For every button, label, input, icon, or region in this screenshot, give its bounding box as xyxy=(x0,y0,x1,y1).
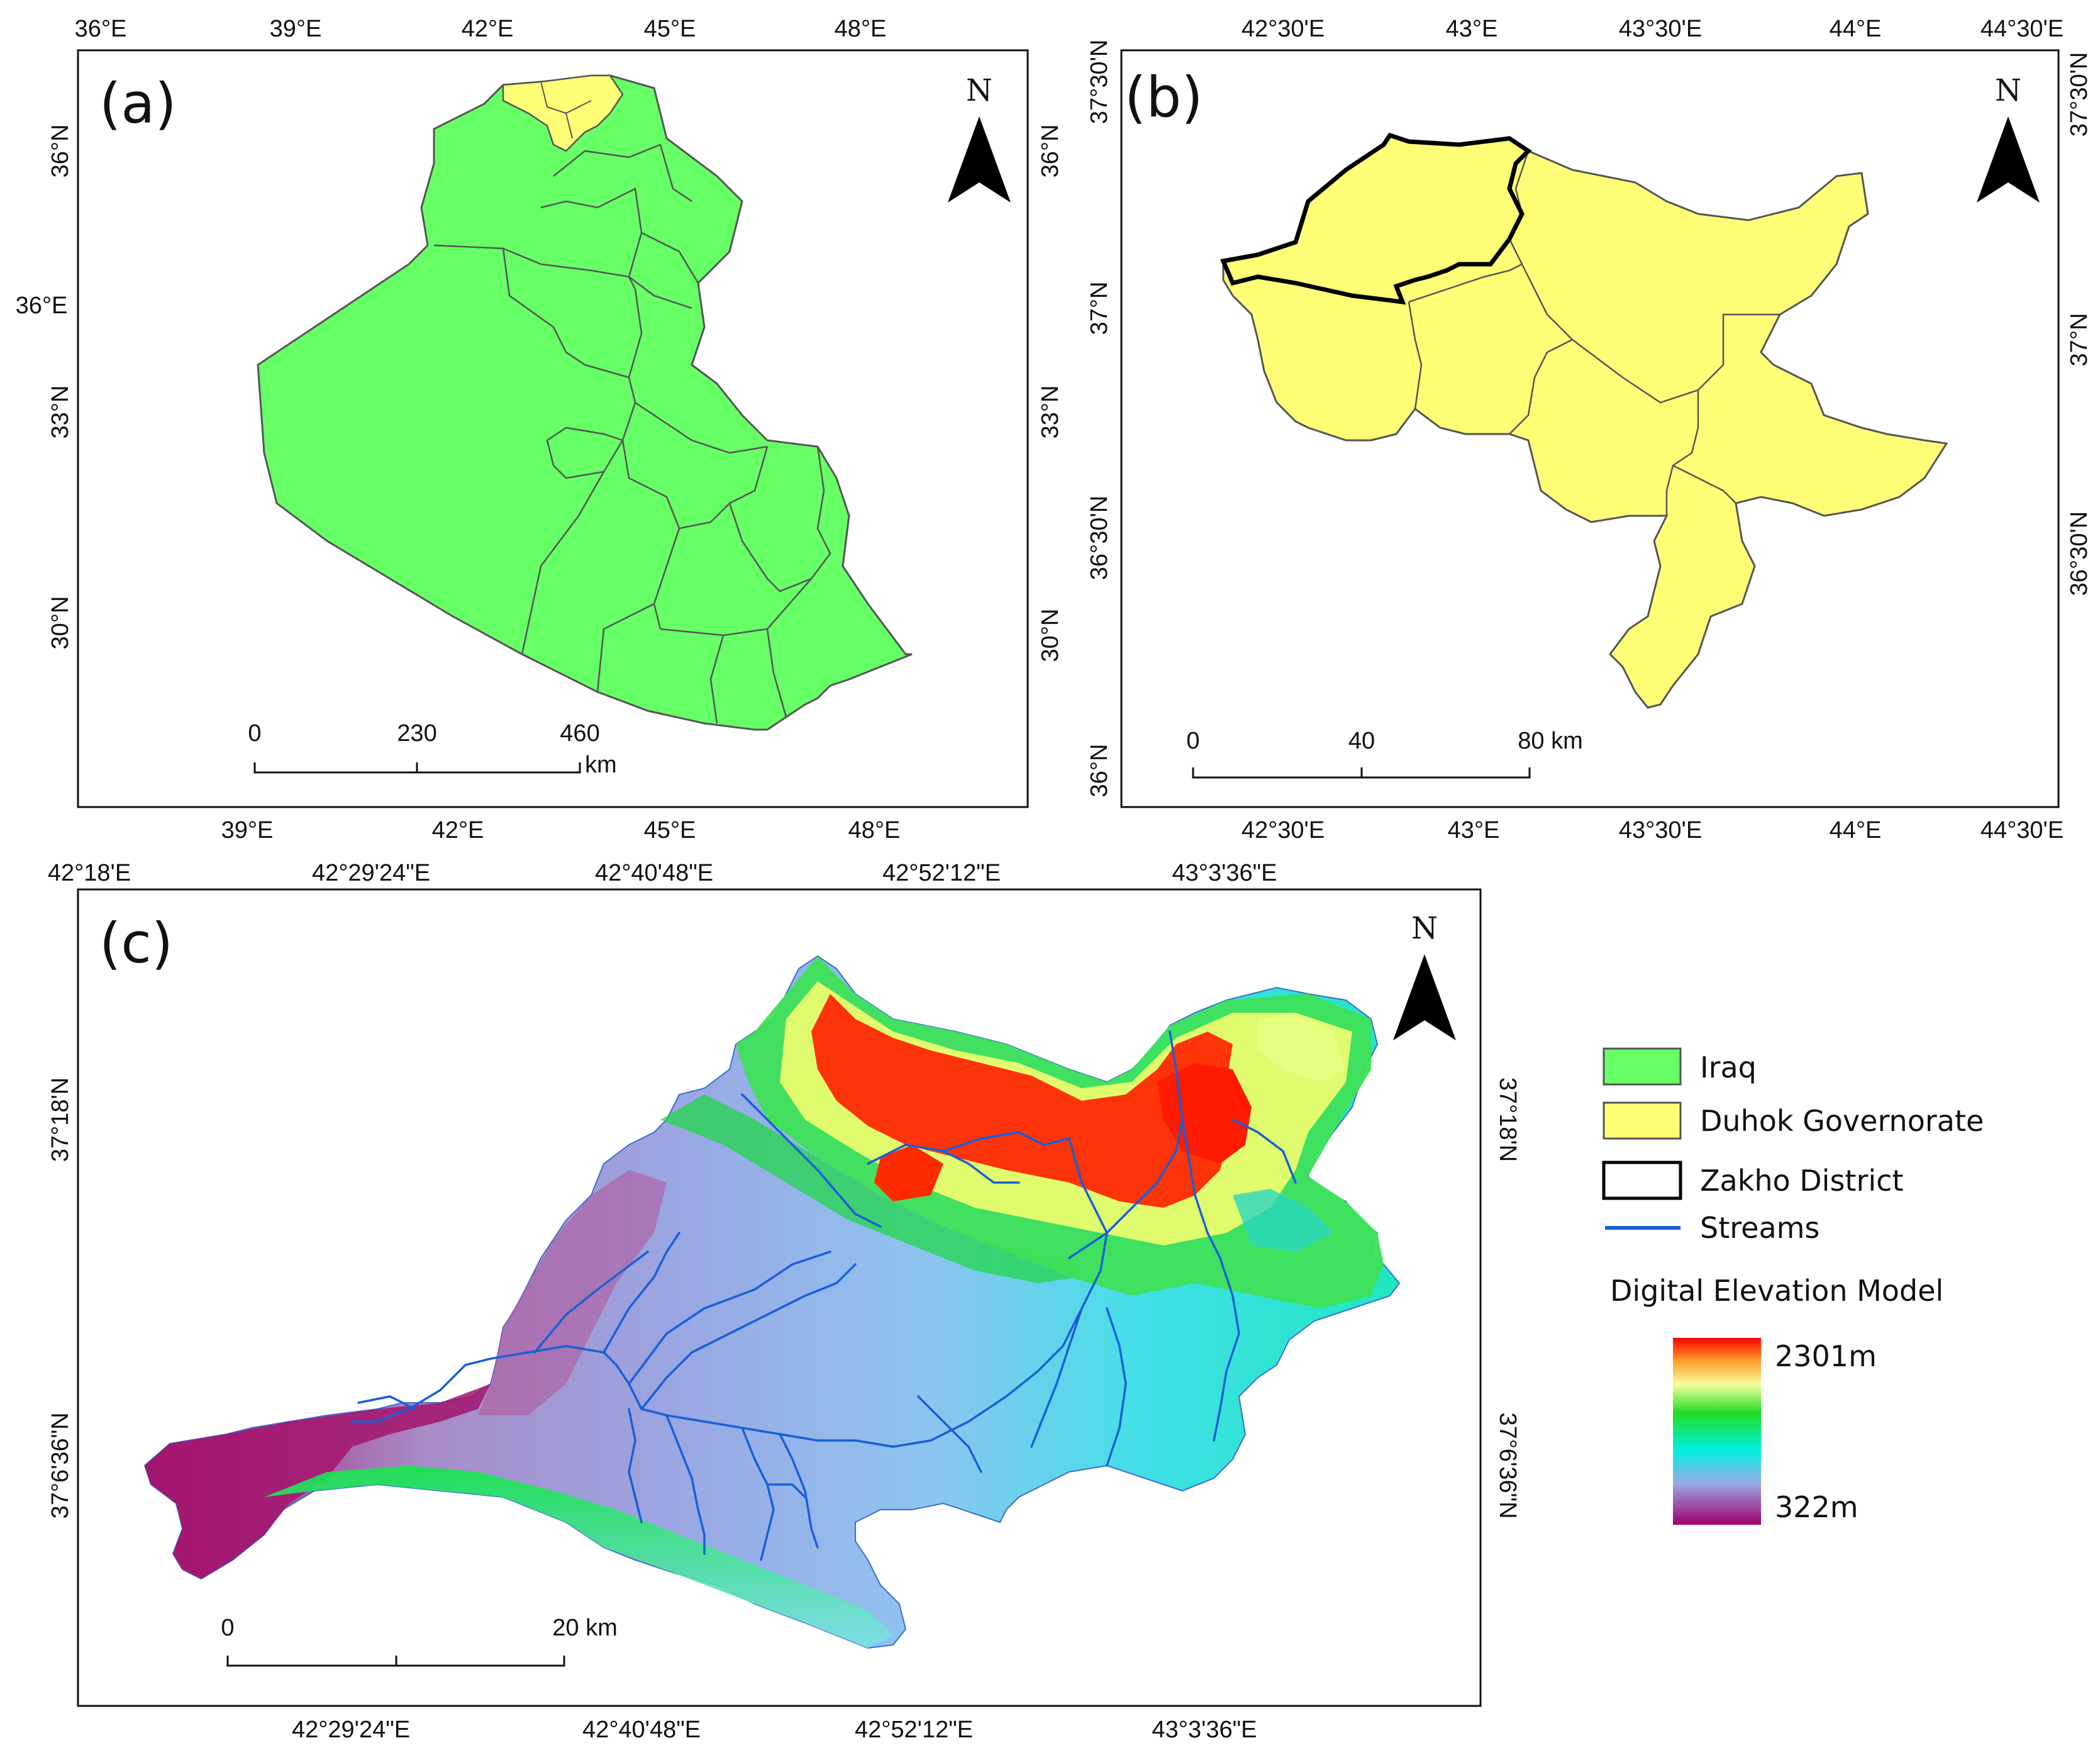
tick-label: 42°E xyxy=(462,16,514,42)
tick-label: 36°E xyxy=(16,292,68,319)
graticule-labels-c: 42°18'E 42°29'24"E 42°40'48"E 42°52'12"E… xyxy=(47,860,1521,1743)
tick-label: 43°3'36"E xyxy=(1152,1717,1257,1743)
tick-label: 33°N xyxy=(1037,386,1064,439)
scale-bar-a: 0 230 460 km xyxy=(248,720,616,778)
graticule-labels-b: 42°30'E 43°E 43°30'E 44°E 44°30'E 42°30'… xyxy=(1086,16,2092,844)
tick-label: 44°30'E xyxy=(1981,16,2064,42)
panel-label: (a) xyxy=(99,71,177,136)
tick-label: 43°E xyxy=(1446,16,1498,42)
tick-label: 42°29'24"E xyxy=(292,1717,410,1743)
legend-dem-max: 2301m xyxy=(1775,1339,1877,1373)
north-letter: N xyxy=(966,73,992,108)
tick-label: 44°E xyxy=(1830,16,1882,42)
tick-label: 36°E xyxy=(75,16,127,42)
north-arrow-a: N xyxy=(948,73,1011,203)
tick-label: 42°40'48"E xyxy=(582,1717,701,1743)
tick-label: 42°52'12"E xyxy=(855,1717,973,1743)
tick-label: 45°E xyxy=(644,16,696,42)
scale-unit: km xyxy=(585,752,617,778)
tick-label: 37°N xyxy=(1086,282,1113,335)
tick-label: 42°18'E xyxy=(48,860,131,886)
north-arrow-c: N xyxy=(1393,911,1456,1040)
zakho-district-outline xyxy=(1220,132,1532,305)
tick-label: 44°E xyxy=(1830,817,1882,844)
tick-label: 43°30'E xyxy=(1619,16,1702,42)
dem-color-ramp xyxy=(1673,1338,1761,1525)
panel-b: N (b) 0 40 80 km 42°30'E 43°E 43°30'E 44… xyxy=(1086,16,2092,844)
scale-label: 460 xyxy=(560,720,599,747)
legend-dem-title: Digital Elevation Model xyxy=(1610,1274,1943,1308)
tick-label: 36°N xyxy=(1086,744,1113,798)
tick-label: 42°29'24"E xyxy=(312,860,430,886)
legend-item-duhok: Duhok Governorate xyxy=(1603,1101,1984,1140)
tick-label: 42°30'E xyxy=(1242,817,1325,844)
tick-label: 37°N xyxy=(2066,313,2092,367)
legend-label: Duhok Governorate xyxy=(1700,1104,1984,1138)
scale-label: 80 km xyxy=(1518,728,1582,754)
graticule-labels-a: 36°E 39°E 42°E 45°E 48°E 39°E 42°E 45°E … xyxy=(16,16,1064,844)
tick-label: 42°40'48"E xyxy=(595,860,713,886)
scale-label: 40 xyxy=(1348,728,1375,754)
scale-label: 230 xyxy=(397,720,436,747)
tick-label: 30°N xyxy=(47,596,74,650)
tick-label: 43°E xyxy=(1448,817,1500,844)
tick-label: 30°N xyxy=(1037,609,1064,662)
tick-label: 48°E xyxy=(848,817,901,844)
tick-label: 33°N xyxy=(47,386,74,439)
tick-label: 45°E xyxy=(644,817,696,844)
scale-bar-c: 0 20 km xyxy=(221,1615,618,1667)
panel-label: (c) xyxy=(99,911,173,976)
tick-label: 43°30'E xyxy=(1619,817,1702,844)
tick-label: 42°52'12"E xyxy=(882,860,1001,886)
legend-item-iraq: Iraq xyxy=(1603,1047,1757,1086)
north-arrow-b: N xyxy=(1977,73,2040,203)
tick-label: 37°18'N xyxy=(47,1078,74,1162)
panel-a: N (a) 0 230 460 km 36°E 39°E 42°E 45°E 4… xyxy=(16,16,1064,844)
scale-bar-b: 0 40 80 km xyxy=(1186,728,1583,779)
north-letter: N xyxy=(1411,911,1438,946)
legend-label: Streams xyxy=(1700,1211,1819,1245)
panel-c: N (c) 0 20 km 42°18'E 42°29'24"E 42°40'4… xyxy=(47,860,1521,1743)
legend-item-streams: Streams xyxy=(1605,1211,1819,1245)
streams xyxy=(351,1030,1297,1561)
duhok-district-boundaries xyxy=(1408,150,1780,516)
scale-label: 20 km xyxy=(552,1615,617,1641)
tick-label: 37°6'36"N xyxy=(1494,1412,1521,1518)
legend-label: Zakho District xyxy=(1700,1164,1903,1198)
tick-label: 37°6'36"N xyxy=(47,1412,74,1518)
tick-label: 36°N xyxy=(1037,125,1064,178)
tick-label: 48°E xyxy=(835,16,887,42)
legend-item-zakho: Zakho District xyxy=(1602,1161,1903,1200)
tick-label: 44°30'E xyxy=(1981,817,2064,844)
panel-label: (b) xyxy=(1125,65,1203,130)
tick-label: 39°E xyxy=(221,817,274,844)
scale-label: 0 xyxy=(1186,728,1199,754)
tick-label: 37°30'N xyxy=(1086,40,1113,124)
legend: Iraq Duhok Governorate Zakho District St… xyxy=(1602,1047,1984,1525)
tick-label: 37°30'N xyxy=(2066,52,2092,136)
tick-label: 37°18'N xyxy=(1494,1078,1521,1162)
north-letter: N xyxy=(1995,73,2021,108)
legend-label: Iraq xyxy=(1700,1050,1757,1084)
tick-label: 39°E xyxy=(270,16,322,42)
scale-label: 0 xyxy=(248,720,261,747)
iraq-province-boundaries xyxy=(433,143,831,724)
legend-dem-min: 322m xyxy=(1775,1490,1858,1524)
tick-label: 36°30'N xyxy=(1086,496,1113,580)
tick-label: 43°3'36"E xyxy=(1172,860,1277,886)
duhok-governorate-shape xyxy=(502,74,624,152)
tick-label: 36°N xyxy=(47,125,74,178)
tick-label: 36°30'N xyxy=(2066,511,2092,596)
tick-label: 42°E xyxy=(432,817,484,844)
scale-label: 0 xyxy=(221,1615,234,1641)
tick-label: 42°30'E xyxy=(1242,16,1325,42)
